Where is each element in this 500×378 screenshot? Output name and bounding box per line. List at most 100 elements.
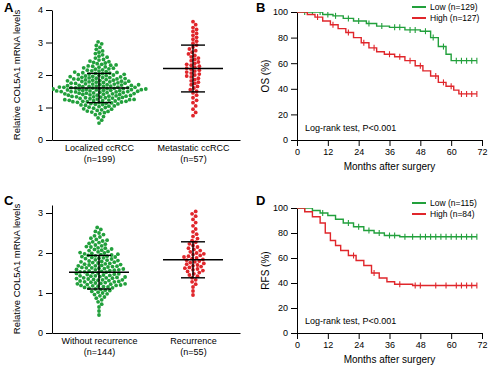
x-axis-tick: 24 — [354, 333, 364, 350]
dot — [191, 20, 195, 24]
dot — [94, 274, 98, 278]
panel-label: B — [256, 0, 265, 15]
x-axis-tick-mark — [451, 140, 452, 146]
censor-mark — [471, 58, 472, 64]
dot — [84, 74, 88, 78]
dot — [197, 60, 201, 64]
dot — [191, 218, 195, 222]
x-axis: Without recurrence(n=144)Recurrence(n=55… — [53, 333, 241, 357]
x-axis-tick-label: 72 — [477, 340, 487, 350]
x-axis-tick-label-line: Metastatic ccRCC — [157, 143, 230, 153]
dot — [105, 91, 109, 95]
dot — [88, 97, 92, 101]
dot — [112, 280, 116, 284]
dot — [96, 246, 100, 250]
dot — [136, 89, 140, 93]
x-axis-tick-label: 12 — [323, 147, 333, 157]
y-axis-tick-mark — [46, 43, 52, 44]
dot — [63, 98, 67, 102]
dot — [81, 93, 85, 97]
sd-cap — [87, 255, 111, 256]
dot — [97, 305, 101, 309]
dot — [78, 251, 82, 255]
censor-mark — [374, 45, 375, 51]
dot — [66, 84, 70, 88]
dot — [66, 79, 70, 83]
dot — [75, 95, 79, 99]
dot — [102, 115, 106, 119]
dot — [90, 266, 94, 270]
censor-mark — [399, 54, 400, 60]
y-axis-title: RFS (%) — [260, 251, 271, 289]
dot — [196, 263, 200, 267]
x-axis-tick-label-line: Without recurrence — [61, 336, 137, 346]
y-axis-tick: 2 — [38, 248, 52, 258]
dot — [103, 246, 107, 250]
legend: Low (n=129)High (n=127) — [412, 2, 480, 23]
dot — [188, 266, 192, 270]
dot — [191, 285, 195, 289]
dot — [94, 281, 98, 285]
dot — [90, 110, 94, 114]
dot — [85, 91, 89, 95]
dot — [69, 90, 73, 94]
dot — [84, 82, 88, 86]
dot — [195, 32, 199, 36]
dot — [83, 252, 87, 256]
y-axis-tick: 80 — [278, 228, 297, 238]
censor-mark — [420, 234, 421, 240]
censor-mark — [471, 283, 472, 289]
dot — [94, 296, 98, 300]
censor-mark — [461, 91, 462, 97]
dot — [101, 76, 105, 80]
y-axis-tick: 1 — [38, 103, 52, 113]
censor-mark — [466, 91, 467, 97]
dot — [93, 234, 97, 238]
censor-mark — [435, 73, 436, 79]
censor-mark — [389, 51, 390, 57]
dot — [76, 282, 80, 286]
dot — [188, 250, 192, 254]
dot — [93, 248, 97, 252]
y-axis-tick-mark — [291, 283, 297, 284]
y-axis-tick-label: 20 — [278, 110, 288, 120]
dot — [194, 227, 198, 231]
dot — [197, 72, 201, 76]
dot — [76, 100, 80, 104]
legend-label: Low (n=115) — [430, 198, 477, 208]
x-axis-tick-label: 0 — [295, 147, 300, 157]
x-axis-tick-label-line: (n=55) — [180, 347, 206, 357]
dot — [195, 98, 199, 102]
dot — [198, 249, 202, 253]
dot — [85, 245, 89, 249]
dot — [108, 80, 112, 84]
dot — [94, 113, 98, 117]
y-axis-tick-label: 0 — [38, 135, 43, 145]
dot — [94, 230, 98, 234]
annotation: Log-rank test, P<0.001 — [305, 123, 396, 133]
x-axis-tick-mark — [390, 140, 391, 146]
dot — [197, 64, 201, 68]
dot — [190, 280, 194, 284]
y-axis-tick-label: 80 — [278, 228, 288, 238]
dot — [55, 89, 59, 93]
x-axis-tick-label-line: Recurrence — [170, 336, 217, 346]
dot — [97, 105, 101, 109]
dot — [87, 105, 91, 109]
dot — [85, 266, 89, 270]
x-axis-tick: 12 — [323, 140, 333, 157]
censor-mark — [456, 234, 457, 240]
dot — [111, 286, 115, 290]
dot — [191, 230, 195, 234]
dot — [112, 73, 116, 77]
y-axis-tick: 100 — [273, 7, 297, 17]
dot — [94, 44, 98, 48]
dot — [121, 278, 125, 282]
dot — [76, 73, 80, 77]
censor-mark — [317, 14, 318, 20]
dot — [110, 257, 114, 261]
y-axis-line — [52, 206, 53, 334]
dot — [120, 79, 124, 83]
dot — [92, 106, 96, 110]
dot — [191, 289, 195, 293]
